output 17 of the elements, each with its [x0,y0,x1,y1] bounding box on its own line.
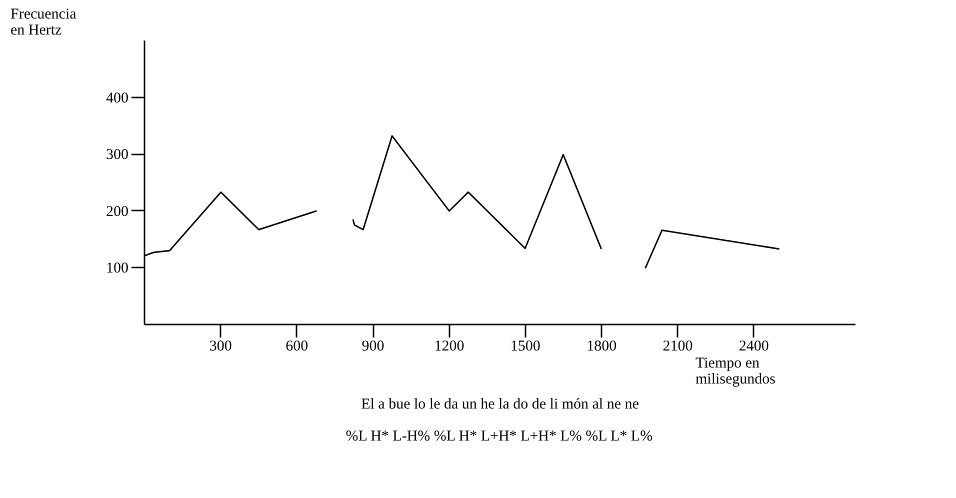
y-tick-label: 300 [106,147,128,164]
x-tick-label: 1500 [510,338,540,354]
x-tick-label: 900 [362,338,384,354]
y-tick-label: 400 [106,90,128,106]
x-tick-label: 300 [209,338,232,354]
text: El a bue lo le da un he la do de li món al ne ne [361,396,640,412]
y-axis-title: Frecuencia en Hertz [10,6,77,38]
text: %L H* L-H% %L H* L+H* L+H* L% %L L* L% [346,428,653,444]
y-tick-label: 200 [106,204,128,220]
x-tick-label: 600 [286,338,308,354]
y-tick-label: 100 [106,260,128,277]
x-tick-label: 1800 [586,338,617,354]
x-axis-title: Tiempo en milisegundos [696,356,776,388]
x-tick-label: 2100 [662,338,693,354]
x-tick-label: 1200 [434,338,464,354]
x-tick-label: 2400 [738,338,769,354]
line-series [352,135,602,250]
